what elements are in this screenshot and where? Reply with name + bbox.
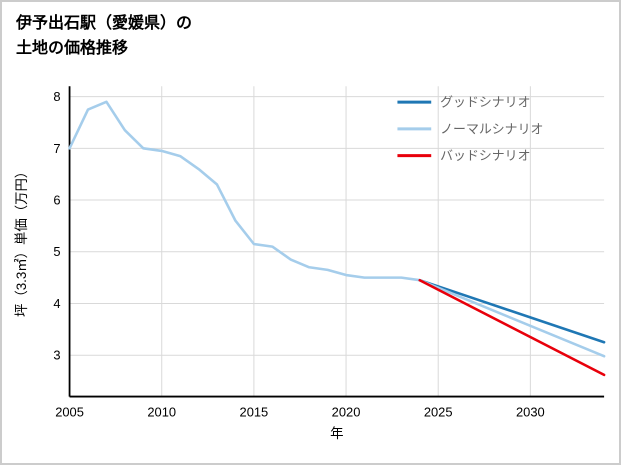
- legend-label: バッドシナリオ: [440, 148, 530, 163]
- y-tick-label: 3: [53, 348, 60, 363]
- series-good-scenario: [418, 278, 606, 344]
- legend-entry-bad-scenario: バッドシナリオ: [397, 148, 530, 163]
- series-layer: [68, 100, 606, 377]
- x-axis-label: 年: [330, 426, 343, 441]
- x-tick-label: 2015: [240, 404, 269, 419]
- y-tick-label: 7: [53, 141, 60, 156]
- y-axis-label: 坪（3.3㎡）単価（万円）: [14, 165, 29, 317]
- chart-title: 伊予出石駅（愛媛県）の 土地の価格推移: [16, 12, 192, 62]
- x-tick-labels: 2005 2010 2015 2020 2025 2030: [55, 404, 545, 419]
- x-tick-label: 2020: [332, 404, 361, 419]
- x-tick-label: 2025: [424, 404, 453, 419]
- series-normal-scenario: [418, 278, 606, 358]
- legend-entry-normal-scenario: ノーマルシナリオ: [397, 121, 543, 136]
- chart-title-line2: 土地の価格推移: [16, 39, 129, 57]
- x-tick-label: 2030: [516, 404, 545, 419]
- y-tick-label: 8: [53, 89, 60, 104]
- legend-label: ノーマルシナリオ: [440, 121, 543, 136]
- y-tick-label: 5: [53, 244, 60, 259]
- legend-label: グッドシナリオ: [440, 95, 530, 110]
- legend-entry-good-scenario: グッドシナリオ: [397, 95, 530, 110]
- y-tick-labels: 3 4 5 6 7 8: [53, 89, 60, 363]
- series-bad-scenario: [418, 278, 606, 377]
- y-tick-label: 4: [53, 296, 60, 311]
- axes-layer: [68, 86, 605, 398]
- series-historical: [68, 100, 422, 282]
- chart-title-line1: 伊予出石駅（愛媛県）の: [16, 15, 193, 32]
- x-tick-label: 2005: [55, 404, 84, 419]
- x-tick-label: 2010: [147, 404, 176, 419]
- grid-layer: [69, 86, 605, 397]
- y-tick-label: 6: [53, 193, 60, 208]
